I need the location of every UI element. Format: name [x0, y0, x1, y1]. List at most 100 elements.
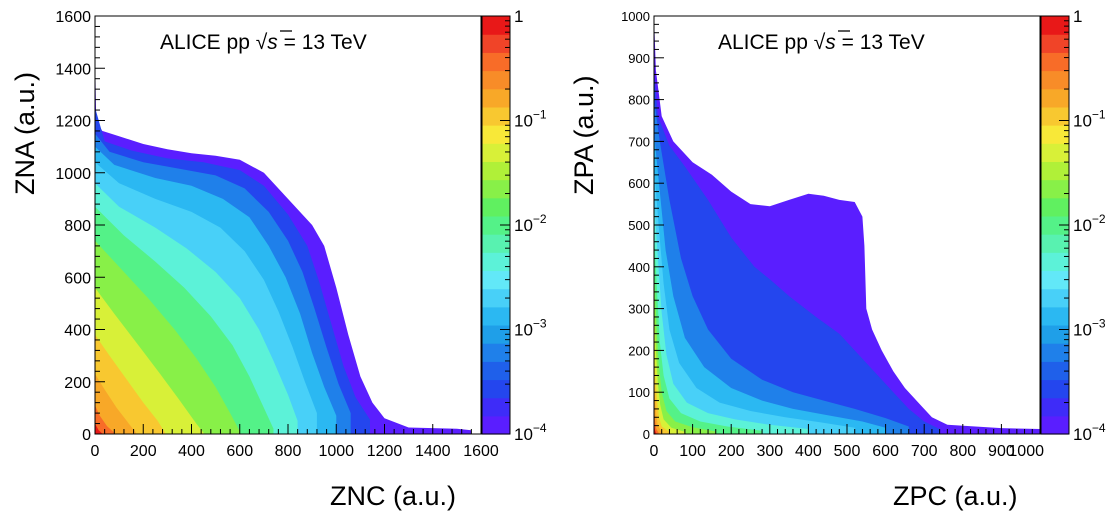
colorbar-label: 1 — [514, 7, 523, 26]
y-axis-zpa: 0 100 200 300 400 500 600 700 800 900 1000 — [621, 9, 664, 442]
colorbar-label-base: 10 — [1073, 216, 1092, 235]
colorbar-label-exponent: −3 — [533, 317, 547, 331]
colorbar-segment — [1041, 343, 1069, 362]
y-tick-label: 300 — [628, 302, 650, 317]
annotation-left: ALICE pp √s = 13 TeV — [160, 31, 367, 54]
x-tick-label: 600 — [872, 443, 899, 460]
colorbar-segment — [1041, 197, 1069, 217]
colorbar-segment — [482, 88, 510, 108]
colorbar-label: 10−4 — [514, 421, 547, 444]
x-tick-label: 0 — [650, 443, 659, 460]
colorbar-segment — [482, 270, 510, 290]
colorbar-label-exponent: −1 — [1092, 108, 1106, 122]
colorbar-label: 10−2 — [514, 212, 547, 235]
colorbar-label-base: 10 — [514, 216, 533, 235]
colorbar-label-base: 1 — [514, 7, 523, 26]
y-tick-label: 1200 — [55, 114, 91, 131]
density-region-11 — [95, 405, 115, 434]
colorbar-segment — [482, 397, 510, 417]
colorbar-label-base: 10 — [1073, 425, 1092, 444]
heatmap-znc-zna — [95, 50, 472, 434]
colorbar-segment — [482, 415, 510, 435]
x-tick-label: 200 — [130, 443, 157, 460]
y-tick-label: 200 — [64, 375, 91, 392]
colorbar-segment — [1041, 379, 1069, 399]
density-region-12 — [654, 423, 657, 434]
y-tick-label: 1600 — [55, 9, 91, 26]
density-region-12 — [95, 423, 103, 434]
colorbar-left: 110−110−210−310−4 — [481, 7, 547, 444]
colorbar-segment — [482, 288, 510, 308]
annotation-s: s — [825, 31, 836, 54]
density-region-10 — [654, 383, 662, 434]
y-tick-label: 1000 — [621, 9, 650, 24]
x-tick-label: 400 — [795, 443, 822, 460]
y-tick-label: 600 — [628, 176, 650, 191]
colorbar-segment — [1041, 215, 1069, 235]
colorbar-label-exponent: −4 — [533, 421, 547, 435]
colorbar-label: 10−1 — [514, 108, 547, 131]
colorbar-label-exponent: −1 — [533, 108, 547, 122]
colorbar-label: 10−3 — [514, 317, 547, 340]
y-tick-label: 400 — [628, 260, 650, 275]
x-tick-label: 1000 — [1008, 443, 1044, 460]
colorbar-segment — [1041, 16, 1069, 35]
colorbar-segment — [1041, 34, 1069, 53]
colorbar-segment — [1041, 288, 1069, 308]
colorbar-label-exponent: −4 — [1092, 421, 1106, 435]
annotation-prefix: ALICE pp — [160, 31, 256, 54]
x-tick-label: 200 — [718, 443, 745, 460]
colorbar-label: 1 — [1073, 7, 1082, 26]
colorbar-label-base: 1 — [1073, 7, 1082, 26]
colorbar-label-base: 10 — [1073, 112, 1092, 131]
colorbar-label-base: 10 — [514, 425, 533, 444]
x-tick-label: 500 — [834, 443, 861, 460]
x-axis-znc: 0 200 400 600 800 1000 1200 1400 1600 — [91, 424, 499, 460]
x-axis-title-right: ZPC (a.u.) — [893, 481, 1018, 511]
y-tick-label: 800 — [628, 93, 650, 108]
colorbar-segment — [1041, 125, 1069, 144]
colorbar-label-exponent: −3 — [1092, 317, 1106, 331]
colorbar-segment — [1041, 361, 1069, 381]
colorbar-segment — [482, 252, 510, 272]
y-tick-label: 0 — [643, 427, 650, 442]
colorbar-segment — [482, 161, 510, 181]
colorbar-segment — [482, 379, 510, 399]
density-region-9 — [654, 350, 670, 434]
y-tick-label: 1000 — [55, 166, 91, 183]
colorbar-segment — [482, 306, 510, 326]
colorbar-segment — [482, 234, 510, 253]
colorbar-label-exponent: −2 — [533, 212, 547, 226]
y-tick-label: 500 — [628, 218, 650, 233]
colorbar-label: 10−1 — [1073, 108, 1106, 131]
colorbar-segment — [482, 70, 510, 90]
colorbar-segment — [1041, 88, 1069, 108]
colorbar-segment — [1041, 70, 1069, 90]
colorbar-label-exponent: −2 — [1092, 212, 1106, 226]
y-tick-label: 100 — [628, 385, 650, 400]
density-region-1 — [654, 70, 940, 434]
colorbar-segment — [482, 361, 510, 381]
colorbar-segment — [482, 197, 510, 217]
y-tick-label: 200 — [628, 343, 650, 358]
y-tick-label: 600 — [64, 270, 91, 287]
density-region-2 — [654, 99, 909, 434]
annotation-suffix: = 13 TeV — [836, 31, 925, 54]
colorbar-label: 10−2 — [1073, 212, 1106, 235]
density-region-10 — [95, 373, 136, 434]
colorbar-segment — [1041, 415, 1069, 435]
colorbar-label: 10−4 — [1073, 421, 1106, 444]
colorbar-segment — [1041, 252, 1069, 272]
x-tick-label: 800 — [275, 443, 302, 460]
x-tick-label: 800 — [949, 443, 976, 460]
colorbar-segment — [1041, 161, 1069, 181]
colorbar-segment — [1041, 234, 1069, 253]
colorbar-segment — [1041, 52, 1069, 72]
colorbar-segment — [482, 179, 510, 199]
colorbar-segment — [482, 215, 510, 235]
colorbar-segment — [482, 106, 510, 126]
y-tick-label: 900 — [628, 51, 650, 66]
x-tick-label: 1600 — [463, 443, 499, 460]
